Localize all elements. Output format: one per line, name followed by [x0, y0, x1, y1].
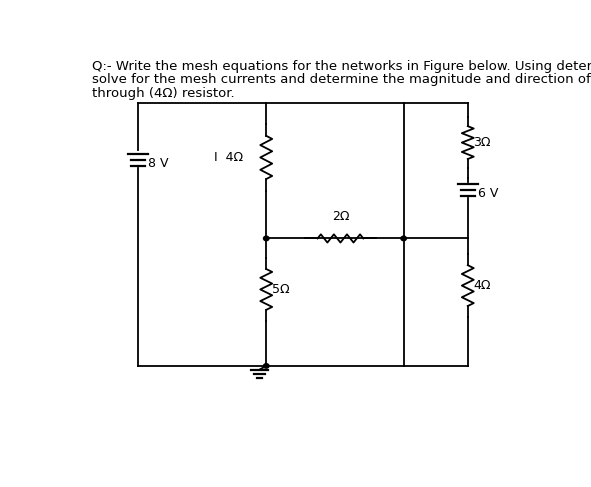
Text: 5Ω: 5Ω: [272, 283, 290, 296]
Text: 8 V: 8 V: [148, 157, 168, 170]
Text: Q:- Write the mesh equations for the networks in Figure below. Using determinant: Q:- Write the mesh equations for the net…: [92, 60, 591, 74]
Circle shape: [401, 236, 407, 241]
Circle shape: [264, 364, 269, 368]
Text: through (4Ω) resistor.: through (4Ω) resistor.: [92, 87, 235, 99]
Text: 4Ω: 4Ω: [473, 279, 491, 292]
Text: solve for the mesh currents and determine the magnitude and direction of the cur: solve for the mesh currents and determin…: [92, 74, 591, 86]
Text: 3Ω: 3Ω: [473, 136, 491, 149]
Text: 2Ω: 2Ω: [332, 210, 349, 224]
Text: I  4Ω: I 4Ω: [214, 151, 243, 164]
Text: 6 V: 6 V: [478, 187, 498, 200]
Circle shape: [264, 236, 269, 241]
